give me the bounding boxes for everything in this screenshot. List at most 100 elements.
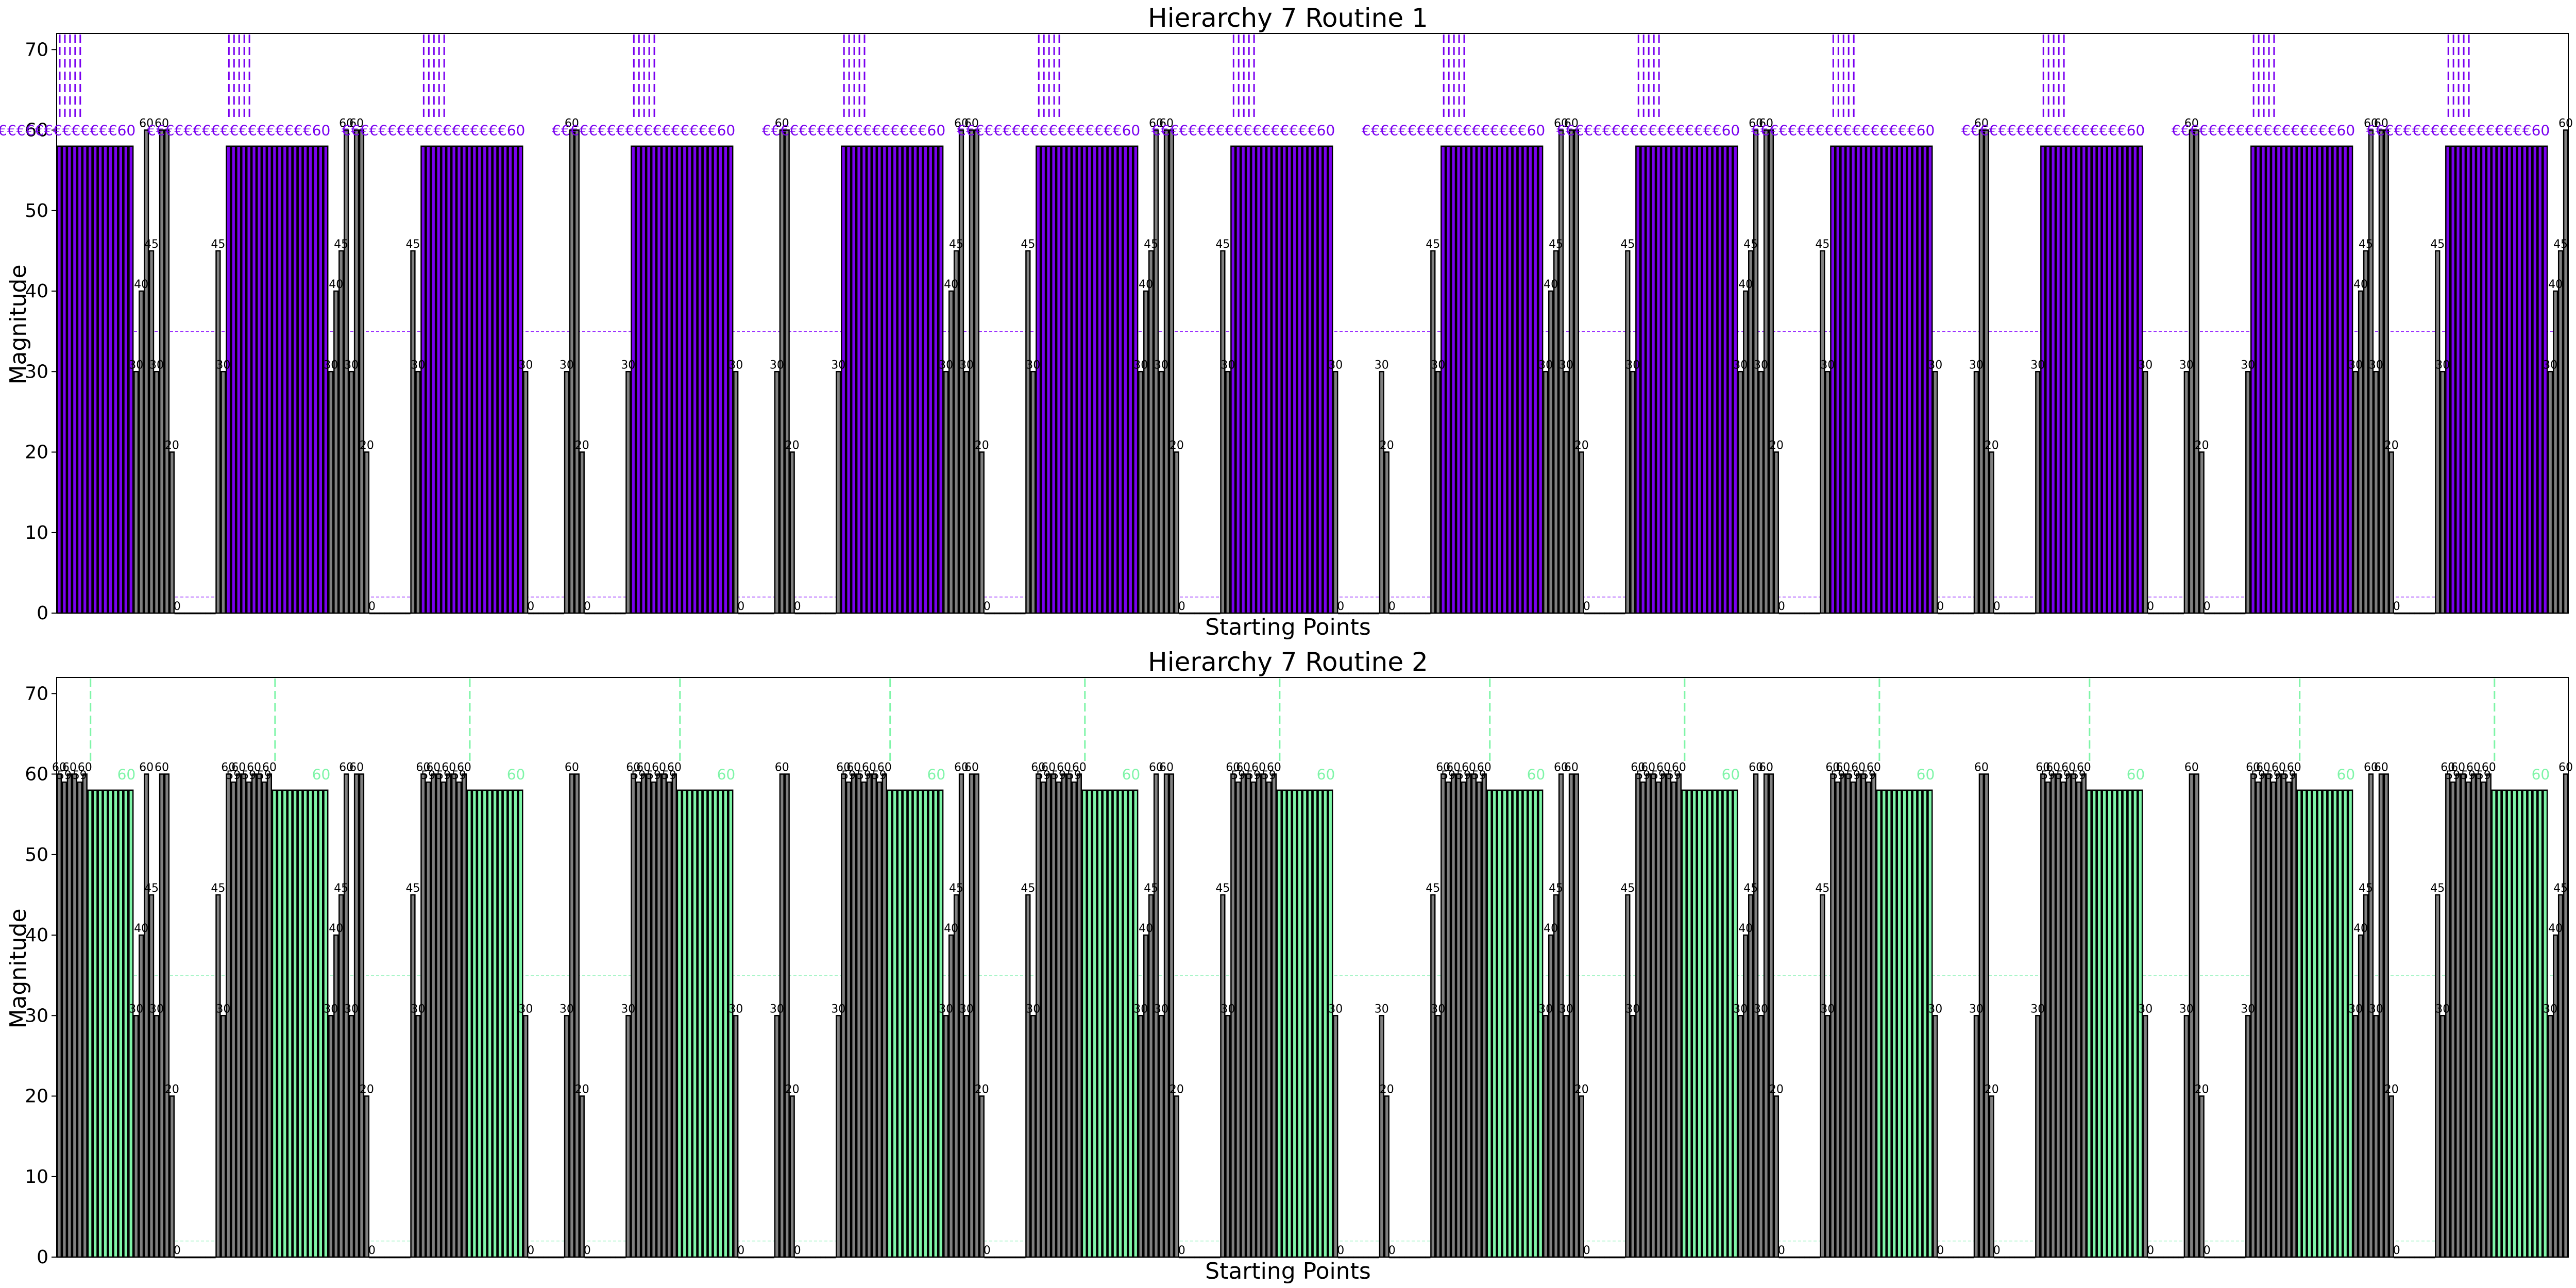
bar-value-label: 40 <box>1139 922 1153 935</box>
bar <box>1420 1256 1426 1259</box>
bar <box>882 773 887 1258</box>
bar <box>513 145 518 614</box>
bar <box>713 789 718 1258</box>
bar <box>1548 934 1554 1258</box>
bar <box>118 789 124 1258</box>
bar <box>1753 773 1759 1258</box>
bar <box>2348 789 2353 1258</box>
bar <box>2230 612 2235 615</box>
bar <box>1773 1095 1780 1258</box>
bar <box>277 789 282 1258</box>
bar <box>774 1015 779 1258</box>
bar <box>66 773 73 1258</box>
bar <box>2343 789 2348 1258</box>
bar <box>743 612 749 615</box>
bar <box>1271 145 1277 614</box>
bar <box>1553 894 1559 1258</box>
bar <box>794 1256 800 1259</box>
bar <box>1399 1256 1405 1259</box>
bar-value-label: 0 <box>174 1244 181 1257</box>
bar-value-label: 60 <box>221 761 235 774</box>
bar <box>2522 789 2528 1258</box>
bar <box>1820 894 1825 1258</box>
bar <box>1630 1015 1636 1258</box>
bar <box>1394 612 1400 615</box>
bar-value-label: 59 <box>57 769 72 782</box>
bar <box>1763 773 1769 1258</box>
bar <box>2194 129 2199 614</box>
bar <box>933 789 939 1258</box>
bar <box>184 1256 190 1259</box>
bar <box>851 145 857 614</box>
y-tick-label: 10 <box>25 1166 48 1188</box>
bar <box>2004 612 2010 615</box>
bar-value-label: 0 <box>984 600 991 613</box>
bar <box>353 129 360 614</box>
highlight-run-label: 60 <box>927 766 946 783</box>
bar <box>631 773 636 1258</box>
bar-value-label: 0 <box>1337 600 1344 613</box>
bar <box>718 789 723 1258</box>
highlight-run-label: €€€€€€€€€€€€€€€€€€60 <box>762 122 945 139</box>
bar-value-label: 60 <box>846 761 861 774</box>
bar-value-label: 45 <box>949 238 963 251</box>
bar-value-label: 45 <box>2553 882 2568 895</box>
bar <box>1163 129 1170 614</box>
highlight-run-label: 60 <box>1917 766 1935 783</box>
bar-value-label: 60 <box>565 761 579 774</box>
bar-value-label: 30 <box>939 1003 953 1015</box>
bar-value-label: 0 <box>1337 1244 1344 1257</box>
bar-value-label: 45 <box>2359 238 2373 251</box>
bar <box>2291 145 2297 614</box>
bar-value-label: 60 <box>954 117 969 130</box>
bar <box>2276 773 2282 1258</box>
bar-value-label: 40 <box>944 922 958 935</box>
bar <box>384 612 390 615</box>
bar-value-label: 60 <box>1554 761 1568 774</box>
bar-value-label: 59 <box>2072 769 2086 782</box>
bar <box>579 1095 585 1258</box>
bar <box>1158 1015 1164 1258</box>
bar <box>605 1256 611 1259</box>
bar-value-label: 59 <box>631 769 646 782</box>
bar <box>938 145 944 614</box>
bar <box>2430 612 2435 615</box>
bar-value-label: 30 <box>1538 1003 1553 1015</box>
bar <box>2250 145 2256 614</box>
bar <box>1789 612 1794 615</box>
bar <box>2209 1256 2215 1259</box>
bar <box>1804 612 1810 615</box>
bar-value-label: 30 <box>2369 1003 2383 1015</box>
bar <box>1235 145 1241 614</box>
bar-value-label: 60 <box>626 761 640 774</box>
bar <box>1168 773 1175 1258</box>
bar-value-label: 30 <box>2435 359 2450 371</box>
bar <box>1153 773 1159 1258</box>
bar-value-label: 60 <box>1564 761 1579 774</box>
bar-value-label: 59 <box>1262 769 1276 782</box>
bar <box>1522 145 1528 614</box>
y-tick-label: 0 <box>37 1247 48 1268</box>
bar <box>1374 612 1379 615</box>
bar <box>2183 1015 2189 1258</box>
bar <box>492 145 498 614</box>
bar <box>113 789 118 1258</box>
bar <box>2301 789 2307 1258</box>
bar <box>2476 145 2482 614</box>
bar <box>779 129 785 614</box>
bar <box>574 773 580 1258</box>
bar-value-label: 60 <box>565 117 579 130</box>
bar-value-label: 30 <box>2241 1003 2255 1015</box>
bar <box>1230 773 1236 1258</box>
bar <box>1246 145 1251 614</box>
bar <box>328 1015 334 1258</box>
bar <box>1799 612 1805 615</box>
bar <box>1107 789 1113 1258</box>
bar <box>1681 145 1687 614</box>
bar <box>589 612 595 615</box>
bar-value-label: 30 <box>129 1003 143 1015</box>
bar <box>656 145 662 614</box>
bar-value-label: 0 <box>584 600 591 613</box>
bar <box>451 773 457 1258</box>
bar <box>2045 145 2051 614</box>
